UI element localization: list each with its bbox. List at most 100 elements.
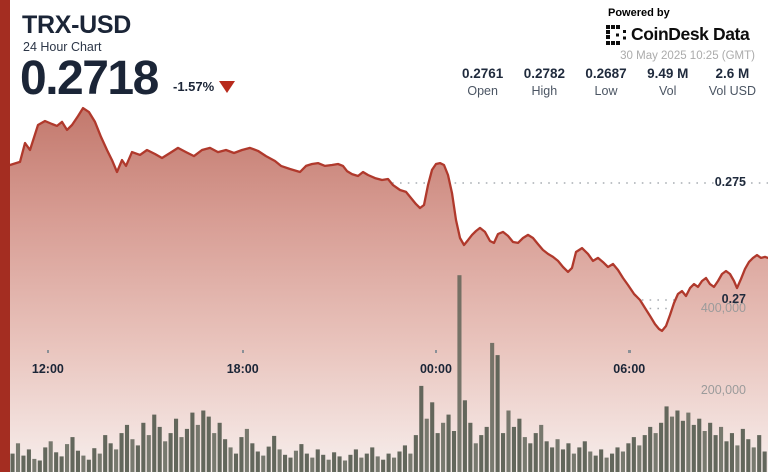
time-axis-tick [46,350,50,353]
volume-bar [631,437,636,472]
ohlc-stats-row: 0.2761 Open 0.2782 High 0.2687 Low 9.49 … [462,66,756,98]
volume-bar [550,447,555,472]
price-line [8,106,768,333]
down-triangle-icon [219,81,235,93]
volume-bar [250,443,255,472]
coindesk-brand-text: CoinDesk Data [631,24,750,44]
volume-bar [26,449,31,472]
left-accent-bar [0,0,10,472]
volume-bar [114,449,119,472]
volume-bar [244,428,249,472]
volume-bar [555,439,560,472]
volume-bar [326,459,331,472]
volume-bar [65,444,70,472]
time-axis-tick [241,350,245,353]
volume-bar [288,457,293,472]
volume-bar [664,406,669,472]
volume-bar [408,453,413,472]
volume-bar [283,454,288,472]
volume-bar [729,433,734,472]
coindesk-logo: CoinDesk Data [606,24,750,45]
volume-bar [648,426,653,472]
volume-bar [37,460,42,472]
volume-bar [479,435,484,472]
volume-label: Vol [659,84,677,98]
volume-bar [392,457,397,472]
time-axis-label: 18:00 [226,362,259,376]
volume-bar [462,400,467,472]
volume-usd-label: Vol USD [708,84,756,98]
price-axis-label: 0.275 [714,175,746,189]
volume-bar [560,449,566,472]
instrument-symbol: TRX-USD [22,11,132,39]
volume-bar [239,437,244,472]
volume-bar [402,445,407,472]
volume-bar [119,433,124,472]
volume-bar [582,441,587,472]
volume-bar [441,422,446,472]
volume-bar [195,424,200,472]
volume-bar [168,433,173,472]
low-label: Low [594,84,618,98]
stat-volume-usd: 2.6 M Vol USD [709,66,756,98]
volume-bar [697,418,702,472]
volume-bar [146,435,151,472]
volume-bar [32,458,37,472]
volume-bar [315,449,320,472]
volume-bar [272,435,277,472]
volume-bar [10,453,15,472]
volume-bar [680,420,685,472]
volume-bar [544,441,549,472]
high-value: 0.2782 [523,66,565,81]
volume-bar [539,424,544,472]
volume-bar [201,410,206,472]
volume-bar [370,447,375,472]
volume-bar [424,418,429,472]
volume-bar [571,453,576,472]
volume-bar [21,455,26,472]
volume-bar [304,453,309,472]
stat-high: 0.2782 High [524,66,565,98]
volume-bar [724,441,729,472]
volume-bar [364,453,369,472]
volume-bar [299,444,304,472]
volume-bar [577,447,582,472]
volume-bar [348,454,353,472]
volume-bar [702,431,707,472]
price-axis-label: 0.27 [721,292,746,306]
volume-bar [626,443,631,472]
volume-bar [174,418,179,472]
volume-bar [610,453,615,472]
volume-bar [184,428,189,472]
volume-bar [451,431,457,472]
volume-bar [255,451,260,472]
volume-bar [92,448,97,472]
volume-bar [332,452,337,472]
time-axis-label: 06:00 [613,362,646,376]
volume-bar [15,443,21,472]
coindesk-logo-icon [606,24,626,45]
volume-bar [599,449,604,472]
volume-bar [54,452,59,472]
volume-bar [495,355,500,472]
open-label: Open [467,84,498,98]
volume-bar [261,455,266,472]
volume-bar [386,453,391,472]
volume-bar [468,422,473,472]
volume-bar [375,456,380,472]
volume-bar [212,433,217,472]
volume-bar [135,445,140,472]
time-axis-label: 00:00 [419,362,452,376]
price-change-percent: -1.57% [173,79,215,94]
volume-bar [163,441,168,472]
volume-bar [124,424,130,472]
time-axis-tick [628,350,631,353]
volume-bar [70,437,75,472]
high-label: High [531,84,558,98]
volume-bar [103,435,108,472]
volume-bar [708,422,713,472]
volume-bar [152,414,157,472]
volume-bar [342,460,348,472]
volume-bar [490,342,495,472]
